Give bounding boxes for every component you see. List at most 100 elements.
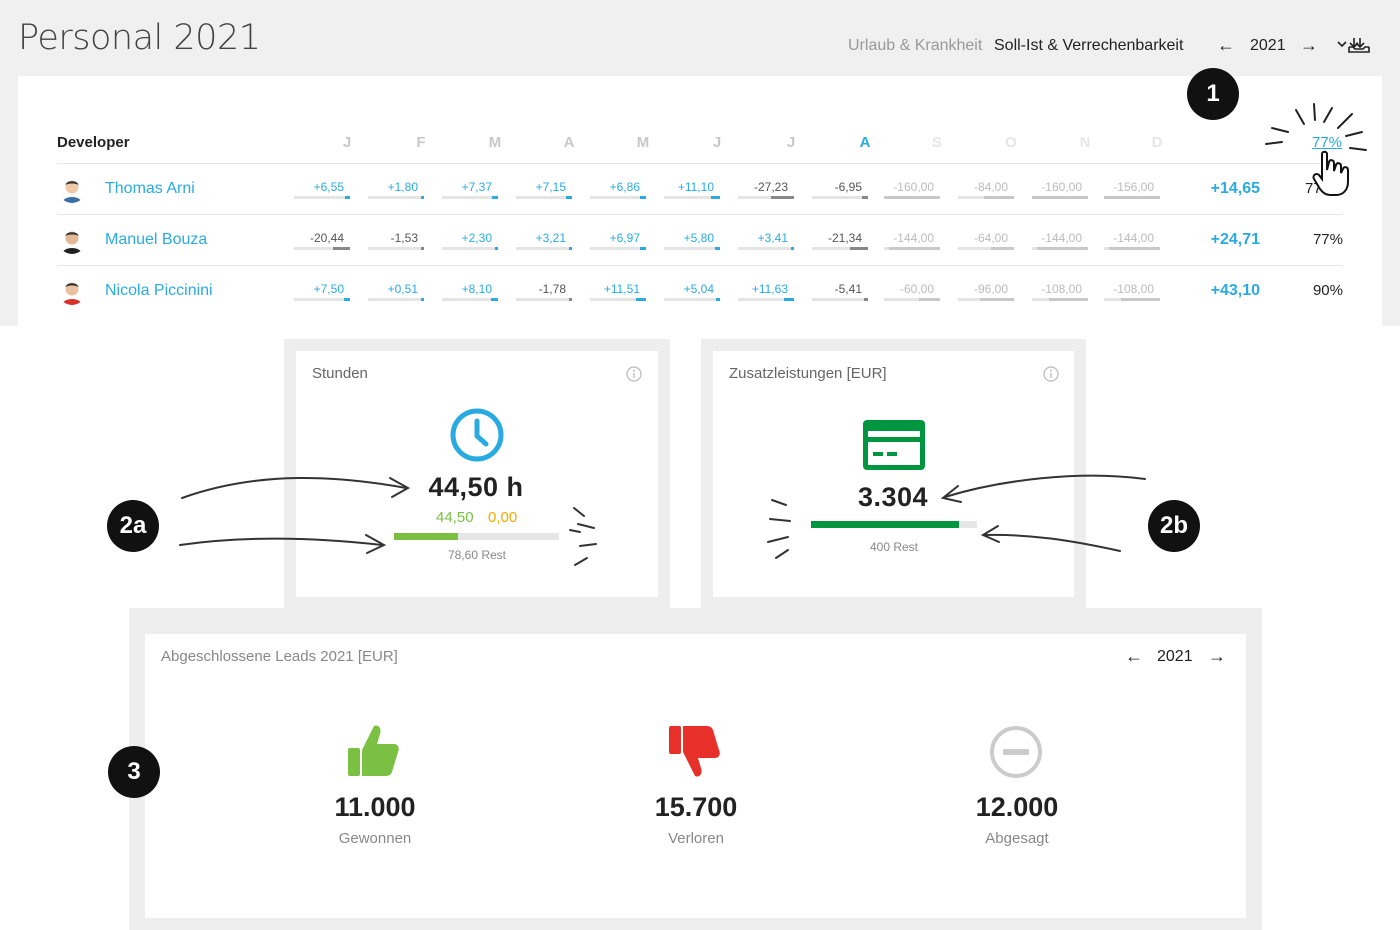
month-value-cell: -1,78 (538, 282, 566, 296)
month-value-bar (294, 247, 350, 250)
month-value-cell: -21,34 (827, 231, 862, 245)
month-header-0: J (342, 134, 352, 151)
row-total: +14,65 (1210, 180, 1260, 197)
badge-2a: 2a (107, 500, 159, 552)
hand-cursor-icon (1312, 150, 1349, 196)
month-header-2: M (488, 134, 502, 151)
month-value-bar (294, 298, 350, 301)
month-header-4: M (636, 134, 650, 151)
month-header-9: O (1005, 134, 1017, 151)
month-value-cell: -144,00 (1113, 231, 1154, 245)
info-icon[interactable] (1043, 366, 1059, 382)
month-value-cell: -20,44 (309, 231, 344, 245)
month-value-bar (884, 196, 940, 199)
month-value-cell: +6,55 (313, 180, 344, 194)
lead-lost-label: Verloren (668, 830, 724, 847)
month-value-bar (1032, 247, 1088, 250)
month-header-6: J (786, 134, 796, 151)
developer-name-link[interactable]: Thomas Arni (105, 180, 195, 197)
avatar (58, 277, 86, 305)
month-header-3: A (563, 134, 575, 151)
month-value-cell: -27,23 (753, 180, 788, 194)
tab-urlaub-krankheit[interactable]: Urlaub & Krankheit (848, 37, 983, 54)
month-header-1: F (416, 134, 426, 151)
download-icon[interactable] (1336, 36, 1372, 54)
lead-lost-value: 15.700 (654, 792, 738, 822)
leads-arrow-left-icon[interactable]: ← (1125, 646, 1143, 666)
month-value-cell: -96,00 (973, 282, 1008, 296)
leads-arrow-right-icon[interactable]: → (1208, 646, 1226, 666)
month-value-bar (884, 247, 940, 250)
badge-1: 1 (1187, 68, 1239, 120)
month-value-cell: -160,00 (1041, 180, 1082, 194)
month-value-cell: +7,50 (313, 282, 344, 296)
month-value-bar (590, 196, 646, 199)
arrow-right-icon[interactable]: → (1300, 35, 1318, 55)
stunden-card (296, 351, 658, 597)
month-value-cell: -6,95 (834, 180, 862, 194)
month-value-bar (884, 298, 940, 301)
month-value-bar (958, 196, 1014, 199)
month-value-bar (294, 196, 350, 199)
month-value-cell: +3,21 (535, 231, 566, 245)
avatar (58, 175, 86, 203)
month-value-cell: -64,00 (973, 231, 1008, 245)
avatar (58, 226, 86, 254)
month-header-10: N (1079, 134, 1091, 151)
row-total: +43,10 (1210, 282, 1260, 299)
arrow-left-icon[interactable]: ← (1217, 35, 1235, 55)
row-divider (57, 214, 1343, 215)
month-value-cell: -5,41 (834, 282, 862, 296)
info-icon[interactable] (626, 366, 642, 382)
month-value-cell: -144,00 (1041, 231, 1082, 245)
month-value-cell: +2,30 (461, 231, 492, 245)
stunden-rest: 78,60 Rest (447, 548, 507, 562)
leads-title: Abgeschlossene Leads 2021 [EUR] (161, 648, 398, 665)
developer-name-link[interactable]: Nicola Piccinini (105, 282, 213, 299)
lead-cancelled-label: Abgesagt (985, 830, 1049, 847)
badge-2b: 2b (1148, 500, 1200, 552)
stunden-sub-green: 44,50 (436, 509, 474, 526)
month-value-cell: -84,00 (973, 180, 1008, 194)
minus-circle-icon (990, 726, 1042, 778)
zusatz-title: Zusatzleistungen [EUR] (729, 365, 887, 382)
month-value-cell: -60,00 (899, 282, 934, 296)
month-value-cell: +7,15 (535, 180, 566, 194)
header-percent-link[interactable]: 77% (1312, 134, 1343, 151)
lead-cancelled-value: 12.000 (975, 792, 1059, 822)
month-value-bar (958, 298, 1014, 301)
tab-soll-ist[interactable]: Soll-Ist & Verrechenbarkeit (994, 37, 1184, 54)
month-value-bar (590, 247, 646, 250)
month-header-5: J (712, 134, 722, 151)
month-header-8: S (931, 134, 942, 151)
month-value-cell: +6,86 (609, 180, 640, 194)
month-value-cell: +6,97 (609, 231, 640, 245)
month-value-cell: +5,80 (683, 231, 714, 245)
developer-name-link[interactable]: Manuel Bouza (105, 231, 208, 248)
month-value-cell: -156,00 (1113, 180, 1154, 194)
row-divider (57, 265, 1343, 266)
zusatz-rest: 400 Rest (869, 540, 919, 554)
month-value-cell: +3,41 (757, 231, 788, 245)
month-value-bar (442, 196, 498, 199)
stunden-sub-orange: 0,00 (488, 509, 518, 526)
page-title: Personal 2021 (18, 18, 261, 58)
month-value-cell: +7,37 (461, 180, 492, 194)
month-value-bar (738, 196, 794, 199)
month-value-cell: +11,10 (677, 180, 714, 194)
month-value-bar (664, 247, 720, 250)
month-value-bar (664, 298, 720, 301)
month-header-11: D (1151, 134, 1163, 151)
month-value-bar (1032, 298, 1088, 301)
developer-panel (18, 76, 1382, 326)
month-value-bar (812, 196, 868, 199)
month-header-7: A (859, 134, 871, 151)
month-value-bar (958, 247, 1014, 250)
month-value-cell: +8,10 (461, 282, 492, 296)
month-value-bar (368, 247, 424, 250)
month-value-cell: -160,00 (893, 180, 934, 194)
month-value-bar (1104, 298, 1160, 301)
row-percent: 77% (1312, 231, 1343, 248)
thumbs-down-icon (669, 726, 720, 777)
